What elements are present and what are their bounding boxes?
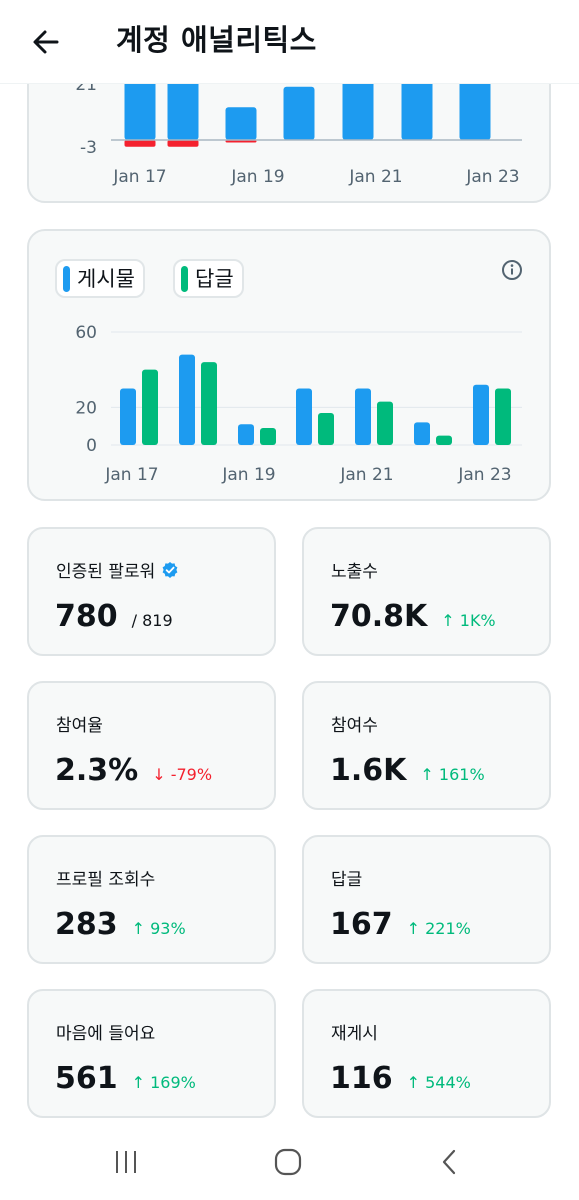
posts-replies-bar-chart: 60 20 0 Jan 17 Jan 19 Jan 21 Jan 23 xyxy=(75,323,522,485)
stat-replies[interactable]: 답글 167 ↑ 221% xyxy=(302,835,551,964)
bar-posts xyxy=(120,388,136,445)
replies-label: 답글 xyxy=(331,870,363,890)
bar-positive xyxy=(283,86,315,140)
engagements-value: 1.6K xyxy=(330,753,407,788)
bar-negative xyxy=(167,140,199,147)
y-tick-label: 60 xyxy=(75,323,97,343)
app-header: 계정 애널리틱스 xyxy=(0,0,579,84)
x-tick-label: Jan 21 xyxy=(348,167,402,187)
stat-label: 인증된 팔로워 xyxy=(56,557,179,582)
profile-visits-change: ↑ 93% xyxy=(131,919,186,938)
arrow-left-icon xyxy=(33,30,59,54)
x-tick-label: Jan 17 xyxy=(104,465,158,485)
stat-engagement-rate[interactable]: 참여율 2.3% ↓ -79% xyxy=(27,681,276,810)
verified-followers-total: / 819 xyxy=(131,611,173,630)
stat-value-row: 283 ↑ 93% xyxy=(55,907,186,943)
verified-followers-label: 인증된 팔로워 xyxy=(56,562,156,582)
page-title: 계정 애널리틱스 xyxy=(116,23,317,57)
engagements-change: ↑ 161% xyxy=(420,765,485,784)
reposts-change: ↑ 544% xyxy=(406,1073,471,1092)
impressions-value: 70.8K xyxy=(330,599,428,634)
bar-posts xyxy=(414,422,430,445)
bar-positive xyxy=(225,107,257,140)
profile-visits-value: 283 xyxy=(55,907,118,942)
bar-replies xyxy=(318,412,334,445)
bar-replies xyxy=(377,401,393,445)
stat-value-row: 780 / 819 xyxy=(55,599,173,635)
engagement-rate-value: 2.3% xyxy=(55,753,139,788)
x-tick-label: Jan 19 xyxy=(230,167,284,187)
legend-replies-label: 답글 xyxy=(195,266,234,291)
posts-replies-chart-card: 게시물 답글 60 20 0 Jan 17 Jan 19 Jan 21 Jan 23 xyxy=(27,229,551,501)
stat-value-row: 70.8K ↑ 1K% xyxy=(330,599,496,635)
home-icon xyxy=(274,1148,302,1176)
legend-replies[interactable]: 답글 xyxy=(173,259,244,298)
bar-posts xyxy=(238,424,254,445)
bar-posts xyxy=(473,384,489,445)
y-tick-label: 0 xyxy=(86,436,97,456)
bar-replies xyxy=(201,362,217,445)
engagement-rate-change: ↓ -79% xyxy=(152,765,213,784)
recent-apps-icon xyxy=(116,1151,136,1173)
engagement-rate-label: 참여율 xyxy=(56,716,103,736)
nav-back-button[interactable] xyxy=(430,1142,470,1182)
reposts-value: 116 xyxy=(330,1061,393,1096)
likes-change: ↑ 169% xyxy=(131,1073,196,1092)
legend-posts-swatch xyxy=(63,265,70,292)
stat-profile-visits[interactable]: 프로필 조회수 283 ↑ 93% xyxy=(27,835,276,964)
recent-apps-button[interactable] xyxy=(106,1142,146,1182)
y-tick-label: -3 xyxy=(80,138,97,158)
x-tick-label: Jan 23 xyxy=(465,167,519,187)
x-tick-label: Jan 21 xyxy=(339,465,393,485)
legend-posts-label: 게시물 xyxy=(77,266,135,291)
verified-followers-value: 780 xyxy=(55,599,118,634)
legend-posts[interactable]: 게시물 xyxy=(55,259,145,298)
nav-back-icon xyxy=(442,1149,456,1175)
bar-replies xyxy=(495,388,511,445)
impressions-label: 노출수 xyxy=(331,562,378,582)
impressions-change: ↑ 1K% xyxy=(441,611,496,630)
stat-value-row: 167 ↑ 221% xyxy=(330,907,471,943)
system-nav-bar xyxy=(0,1124,579,1200)
bar-posts xyxy=(296,388,312,445)
verified-badge-icon xyxy=(162,561,178,578)
stat-engagements[interactable]: 참여수 1.6K ↑ 161% xyxy=(302,681,551,810)
stat-value-row: 561 ↑ 169% xyxy=(55,1061,196,1097)
stat-value-row: 116 ↑ 544% xyxy=(330,1061,471,1097)
stat-verified-followers[interactable]: 인증된 팔로워 780 / 819 xyxy=(27,527,276,656)
bar-posts xyxy=(355,388,371,445)
x-tick-label: Jan 23 xyxy=(457,465,511,485)
x-tick-label: Jan 19 xyxy=(221,465,275,485)
bar-replies xyxy=(436,435,452,445)
profile-visits-label: 프로필 조회수 xyxy=(56,870,156,890)
x-tick-label: Jan 17 xyxy=(112,167,166,187)
reposts-label: 재게시 xyxy=(331,1024,378,1044)
engagements-label: 참여수 xyxy=(331,716,378,736)
info-icon[interactable] xyxy=(501,259,523,281)
bar-posts xyxy=(179,354,195,445)
back-button[interactable] xyxy=(26,22,66,62)
bar-replies xyxy=(260,428,276,445)
bar-negative xyxy=(124,140,156,147)
home-button[interactable] xyxy=(268,1142,308,1182)
stat-value-row: 2.3% ↓ -79% xyxy=(55,753,212,789)
likes-value: 561 xyxy=(55,1061,118,1096)
y-tick-label: 20 xyxy=(75,398,97,418)
bar-replies xyxy=(142,369,158,445)
stat-likes[interactable]: 마음에 들어요 561 ↑ 169% xyxy=(27,989,276,1118)
replies-change: ↑ 221% xyxy=(406,919,471,938)
stat-value-row: 1.6K ↑ 161% xyxy=(330,753,485,789)
stat-reposts[interactable]: 재게시 116 ↑ 544% xyxy=(302,989,551,1118)
legend-replies-swatch xyxy=(181,265,188,292)
replies-value: 167 xyxy=(330,907,393,942)
stat-impressions[interactable]: 노출수 70.8K ↑ 1K% xyxy=(302,527,551,656)
likes-label: 마음에 들어요 xyxy=(56,1024,156,1044)
